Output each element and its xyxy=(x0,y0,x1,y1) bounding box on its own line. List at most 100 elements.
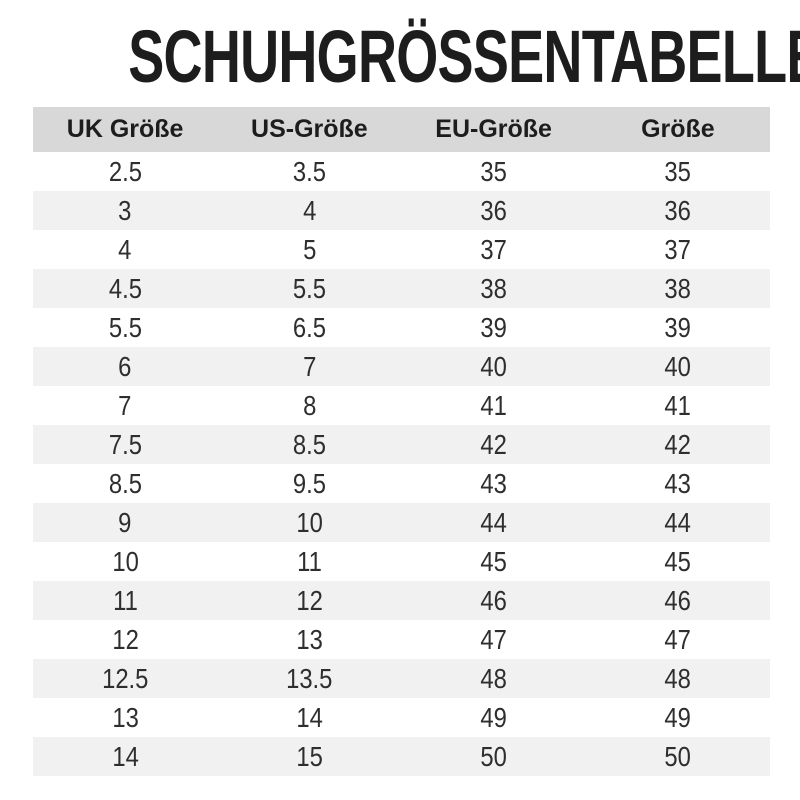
table-cell: 4.5 xyxy=(33,269,217,308)
table-cell-value: 5.5 xyxy=(292,272,326,304)
table-cell-value: 6.5 xyxy=(292,311,326,343)
table-cell: 8.5 xyxy=(33,464,217,503)
table-cell-value: 11 xyxy=(297,545,322,577)
table-cell-value: 13.5 xyxy=(286,662,333,694)
table-cell-value: 47 xyxy=(664,623,692,655)
table-cell: 46 xyxy=(586,581,770,620)
table-cell-value: 7 xyxy=(118,389,132,421)
table-cell-value: 36 xyxy=(664,194,692,226)
table-cell: 11 xyxy=(217,542,401,581)
table-cell: 9 xyxy=(33,503,217,542)
table-cell-value: 7.5 xyxy=(108,428,142,460)
table-cell-value: 2.5 xyxy=(108,155,142,187)
table-row: 11 12 46 46 xyxy=(33,581,770,620)
shoe-size-table: UK Größe US-Größe EU-Größe Größe 2.5 3.5 35 35… xyxy=(33,107,770,776)
table-cell-value: 13 xyxy=(296,623,323,655)
page-title: SCHUHGRÖSSENTABELLE xyxy=(0,14,800,99)
table-cell: 47 xyxy=(586,620,770,659)
table-cell-value: 45 xyxy=(664,545,692,577)
table-cell-value: 8.5 xyxy=(108,467,142,499)
table-cell-value: 5 xyxy=(302,233,316,265)
table-cell-value: 48 xyxy=(664,662,692,694)
table-cell-value: 12.5 xyxy=(101,662,149,694)
table-cell: 38 xyxy=(586,269,770,308)
table-cell-value: 42 xyxy=(664,428,692,460)
table-cell-value: 39 xyxy=(480,311,507,343)
table-body: 2.5 3.5 35 35 3 4 36 36 4 5 37 37 4.5 5.5 38 38 5.5 6.5 39… xyxy=(33,152,770,776)
table-cell-value: 9.5 xyxy=(292,467,326,499)
table-cell: 8 xyxy=(217,386,401,425)
table-cell: 13 xyxy=(217,620,401,659)
table-cell-value: 3.5 xyxy=(292,155,326,187)
table-cell: 14 xyxy=(33,737,217,776)
table-cell-value: 49 xyxy=(664,701,692,733)
table-cell-value: 47 xyxy=(480,623,507,655)
table-cell-value: 45 xyxy=(480,545,507,577)
table-row: 9 10 44 44 xyxy=(33,503,770,542)
table-cell-value: 44 xyxy=(480,506,507,538)
table-cell: 35 xyxy=(586,152,770,191)
table-cell-value: 43 xyxy=(480,467,507,499)
table-cell-value: 35 xyxy=(664,155,692,187)
table-cell-value: 10 xyxy=(296,506,323,538)
table-cell: 6.5 xyxy=(217,308,401,347)
table-row: 5.5 6.5 39 39 xyxy=(33,308,770,347)
column-header-0: UK Größe xyxy=(33,107,218,152)
table-cell: 41 xyxy=(402,386,586,425)
table-row: 12.5 13.5 48 48 xyxy=(33,659,770,698)
table-row: 2.5 3.5 35 35 xyxy=(33,152,770,191)
table-cell: 15 xyxy=(217,737,401,776)
table-cell: 10 xyxy=(33,542,217,581)
table-cell: 7 xyxy=(33,386,217,425)
table-cell: 47 xyxy=(402,620,586,659)
table-cell-value: 50 xyxy=(480,740,507,772)
table-cell: 48 xyxy=(586,659,770,698)
table-cell: 9.5 xyxy=(217,464,401,503)
table-cell: 8.5 xyxy=(217,425,401,464)
table-cell-value: 14 xyxy=(111,740,139,772)
table-cell: 43 xyxy=(586,464,770,503)
table-cell: 5 xyxy=(217,230,401,269)
table-cell: 12 xyxy=(217,581,401,620)
table-cell: 43 xyxy=(402,464,586,503)
table-row: 4.5 5.5 38 38 xyxy=(33,269,770,308)
table-cell: 4 xyxy=(217,191,401,230)
table-cell-value: 5.5 xyxy=(108,311,142,343)
table-cell-value: 10 xyxy=(111,545,139,577)
table-cell: 11 xyxy=(33,581,217,620)
table-row: 4 5 37 37 xyxy=(33,230,770,269)
table-cell: 38 xyxy=(402,269,586,308)
table-cell-value: 41 xyxy=(480,389,507,421)
column-header-1: US-Größe xyxy=(217,107,402,152)
table-header: UK Größe US-Größe EU-Größe Größe xyxy=(33,107,770,152)
table-cell-value: 9 xyxy=(118,506,132,538)
table-cell: 13.5 xyxy=(217,659,401,698)
table-cell: 5.5 xyxy=(217,269,401,308)
table-row: 13 14 49 49 xyxy=(33,698,770,737)
column-header-2: EU-Größe xyxy=(401,107,586,152)
table-cell-value: 8 xyxy=(302,389,316,421)
table-cell: 45 xyxy=(586,542,770,581)
table-cell: 45 xyxy=(402,542,586,581)
table-cell-value: 46 xyxy=(480,584,507,616)
table-cell: 48 xyxy=(402,659,586,698)
table-cell-value: 44 xyxy=(664,506,692,538)
table-cell: 50 xyxy=(402,737,586,776)
table-row: 10 11 45 45 xyxy=(33,542,770,581)
table-cell-value: 49 xyxy=(480,701,507,733)
table-cell: 50 xyxy=(586,737,770,776)
table-cell: 7 xyxy=(217,347,401,386)
table-cell-value: 12 xyxy=(296,584,323,616)
table-cell: 36 xyxy=(586,191,770,230)
table-cell-value: 48 xyxy=(480,662,507,694)
table-row: 7.5 8.5 42 42 xyxy=(33,425,770,464)
table-cell-value: 35 xyxy=(480,155,507,187)
table-cell-value: 40 xyxy=(664,350,692,382)
table-cell-value: 43 xyxy=(664,467,692,499)
table-cell: 35 xyxy=(402,152,586,191)
table-row: 7 8 41 41 xyxy=(33,386,770,425)
table-cell: 3.5 xyxy=(217,152,401,191)
table-cell: 44 xyxy=(586,503,770,542)
table-cell-value: 13 xyxy=(111,701,139,733)
